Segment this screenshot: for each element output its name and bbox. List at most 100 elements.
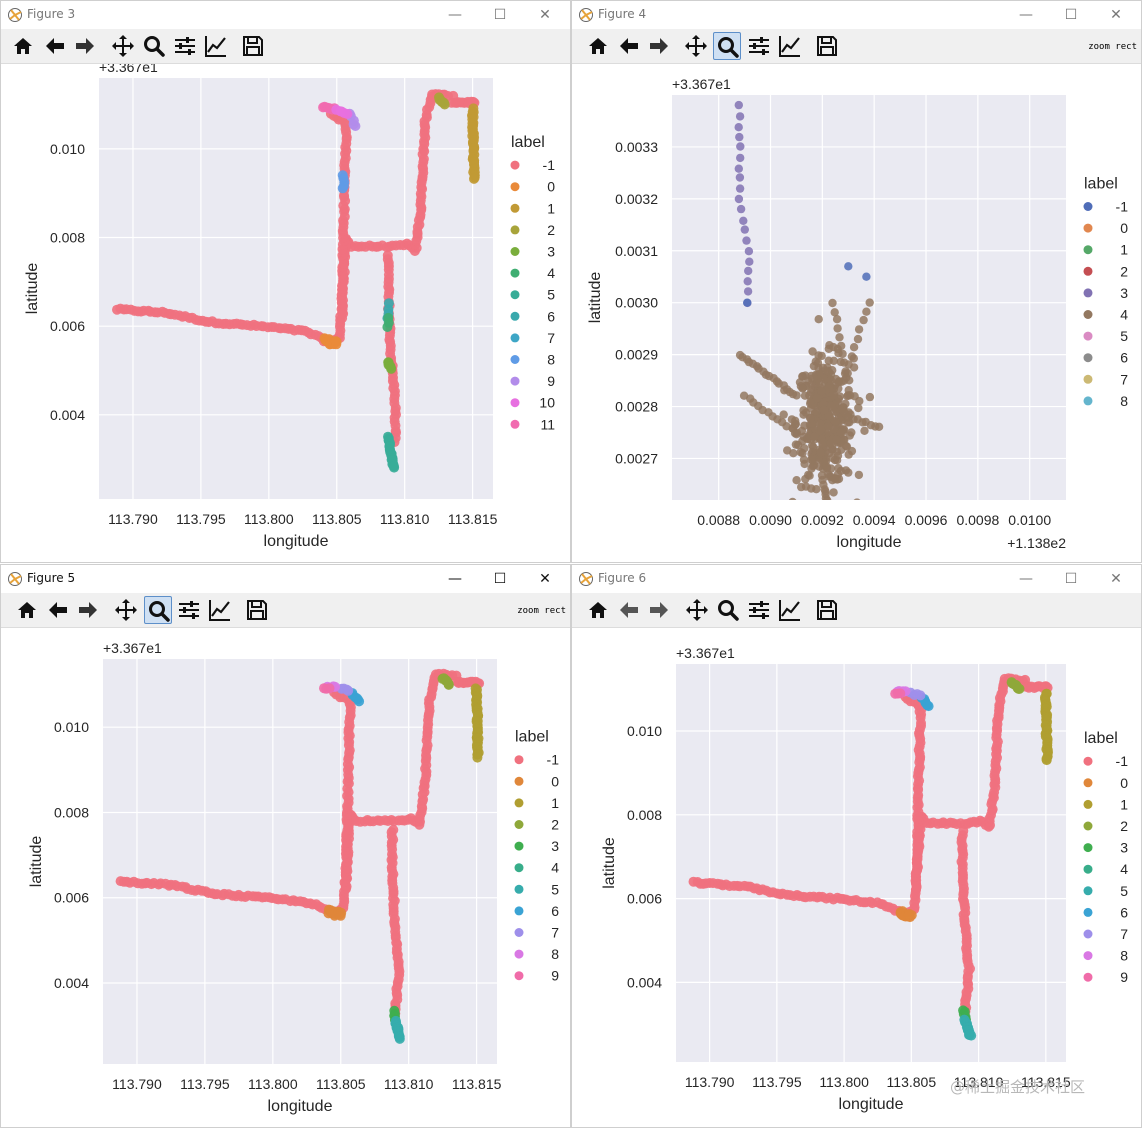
pan-button[interactable] xyxy=(682,32,710,60)
y-tick-label: 0.010 xyxy=(627,723,662,739)
data-point xyxy=(906,910,917,921)
edit-axes-button[interactable] xyxy=(776,596,804,624)
data-point xyxy=(743,277,752,286)
edit-axes-button[interactable] xyxy=(776,32,804,60)
legend-label: 8 xyxy=(551,946,559,962)
pan-button[interactable] xyxy=(112,596,140,624)
save-button[interactable] xyxy=(813,32,841,60)
scatter-points xyxy=(112,89,480,473)
legend-label: 0 xyxy=(1120,220,1128,236)
figure-canvas[interactable]: 113.790 113.795 113.800 113.805 113.810 113.8… xyxy=(1,628,570,1127)
figure-canvas[interactable]: 113.790 113.795 113.800 113.805 113.810 113.8… xyxy=(1,64,570,562)
data-point xyxy=(845,431,854,440)
home-button[interactable] xyxy=(584,596,612,624)
data-point xyxy=(833,324,842,333)
legend-marker xyxy=(510,398,520,408)
zoom-button[interactable] xyxy=(713,32,741,60)
maximize-button[interactable]: ☐ xyxy=(1064,571,1078,587)
data-point xyxy=(801,482,811,491)
close-button[interactable]: ✕ xyxy=(1110,7,1122,23)
pan-button[interactable] xyxy=(109,32,137,60)
data-point xyxy=(735,112,745,121)
minimize-button[interactable]: — xyxy=(448,7,462,23)
data-point xyxy=(735,132,744,142)
y-tick-label: 0.0031 xyxy=(615,243,658,259)
close-button[interactable]: ✕ xyxy=(1110,571,1122,587)
y-tick-label: 0.010 xyxy=(50,141,85,157)
home-icon xyxy=(589,38,607,54)
forward-button[interactable] xyxy=(645,596,673,624)
x-tick-label: 113.800 xyxy=(819,1074,869,1090)
back-button[interactable] xyxy=(615,596,643,624)
legend-marker xyxy=(1083,907,1093,917)
data-point xyxy=(798,384,807,393)
configure-subplots-button[interactable] xyxy=(745,596,773,624)
minimize-button[interactable]: — xyxy=(1019,571,1033,587)
data-point xyxy=(813,544,821,552)
data-point xyxy=(798,372,807,381)
figure-canvas[interactable]: 0.0088 0.0090 0.0092 0.0094 0.0096 0.0098 0.01… xyxy=(572,64,1141,562)
forward-button[interactable] xyxy=(71,32,99,60)
home-icon xyxy=(589,602,607,618)
data-point xyxy=(735,173,745,182)
legend-marker xyxy=(510,268,520,278)
legend-label: 7 xyxy=(547,330,555,346)
x-tick-label: 0.0088 xyxy=(697,512,740,528)
data-point xyxy=(736,153,745,163)
data-point xyxy=(779,410,788,419)
legend-label: 7 xyxy=(1120,926,1128,942)
arrow-left-icon xyxy=(46,38,64,54)
close-button[interactable]: ✕ xyxy=(539,571,551,587)
data-point xyxy=(923,701,934,712)
save-button[interactable] xyxy=(239,32,267,60)
back-button[interactable] xyxy=(44,596,72,624)
close-button[interactable]: ✕ xyxy=(539,7,551,23)
zoom-button[interactable] xyxy=(144,596,172,624)
y-tick-label: 0.0030 xyxy=(615,295,658,311)
back-button[interactable] xyxy=(41,32,69,60)
forward-button[interactable] xyxy=(645,32,673,60)
configure-subplots-button[interactable] xyxy=(171,32,199,60)
pan-button[interactable] xyxy=(683,596,711,624)
minimize-button[interactable]: — xyxy=(1019,7,1033,23)
back-button[interactable] xyxy=(615,32,643,60)
legend-marker xyxy=(1083,374,1093,384)
legend-label: 9 xyxy=(551,968,559,984)
legend-marker xyxy=(514,928,524,937)
legend-label: 4 xyxy=(551,860,559,876)
data-point xyxy=(855,396,864,406)
maximize-button[interactable]: ☐ xyxy=(493,7,507,23)
home-icon xyxy=(14,38,32,54)
configure-subplots-button[interactable] xyxy=(745,32,773,60)
legend-marker xyxy=(510,203,520,213)
legend-marker xyxy=(1083,799,1093,809)
home-button[interactable] xyxy=(13,596,41,624)
configure-subplots-button[interactable] xyxy=(175,596,203,624)
save-button[interactable] xyxy=(813,596,841,624)
zoom-button[interactable] xyxy=(714,596,742,624)
maximize-button[interactable]: ☐ xyxy=(493,571,507,587)
x-axis-label: longitude xyxy=(839,1096,904,1113)
figure-window: Figure 5 — ☐ ✕ zoom rect 113.790 113.795 1… xyxy=(0,564,571,1128)
y-axis-label: latitude xyxy=(587,272,604,324)
legend-label: -1 xyxy=(1116,199,1129,215)
minimize-button[interactable]: — xyxy=(448,571,462,587)
title-bar: Figure 3 — ☐ ✕ xyxy=(1,1,570,29)
legend-label: 4 xyxy=(1120,861,1128,877)
figure-canvas[interactable]: 113.790 113.795 113.800 113.805 113.810 113.8… xyxy=(572,628,1141,1127)
legend-label: 9 xyxy=(547,373,555,389)
edit-axes-button[interactable] xyxy=(206,596,234,624)
maximize-button[interactable]: ☐ xyxy=(1064,7,1078,23)
edit-axes-button[interactable] xyxy=(202,32,230,60)
legend-marker xyxy=(510,355,520,364)
home-button[interactable] xyxy=(9,32,37,60)
legend-marker xyxy=(514,884,524,894)
home-button[interactable] xyxy=(584,32,612,60)
save-button[interactable] xyxy=(243,596,271,624)
legend-label: 0 xyxy=(551,773,559,789)
x-tick-label: 113.795 xyxy=(176,511,226,527)
data-point xyxy=(841,441,851,451)
x-tick-label: 0.0096 xyxy=(905,512,948,528)
forward-button[interactable] xyxy=(74,596,102,624)
zoom-button[interactable] xyxy=(140,32,168,60)
